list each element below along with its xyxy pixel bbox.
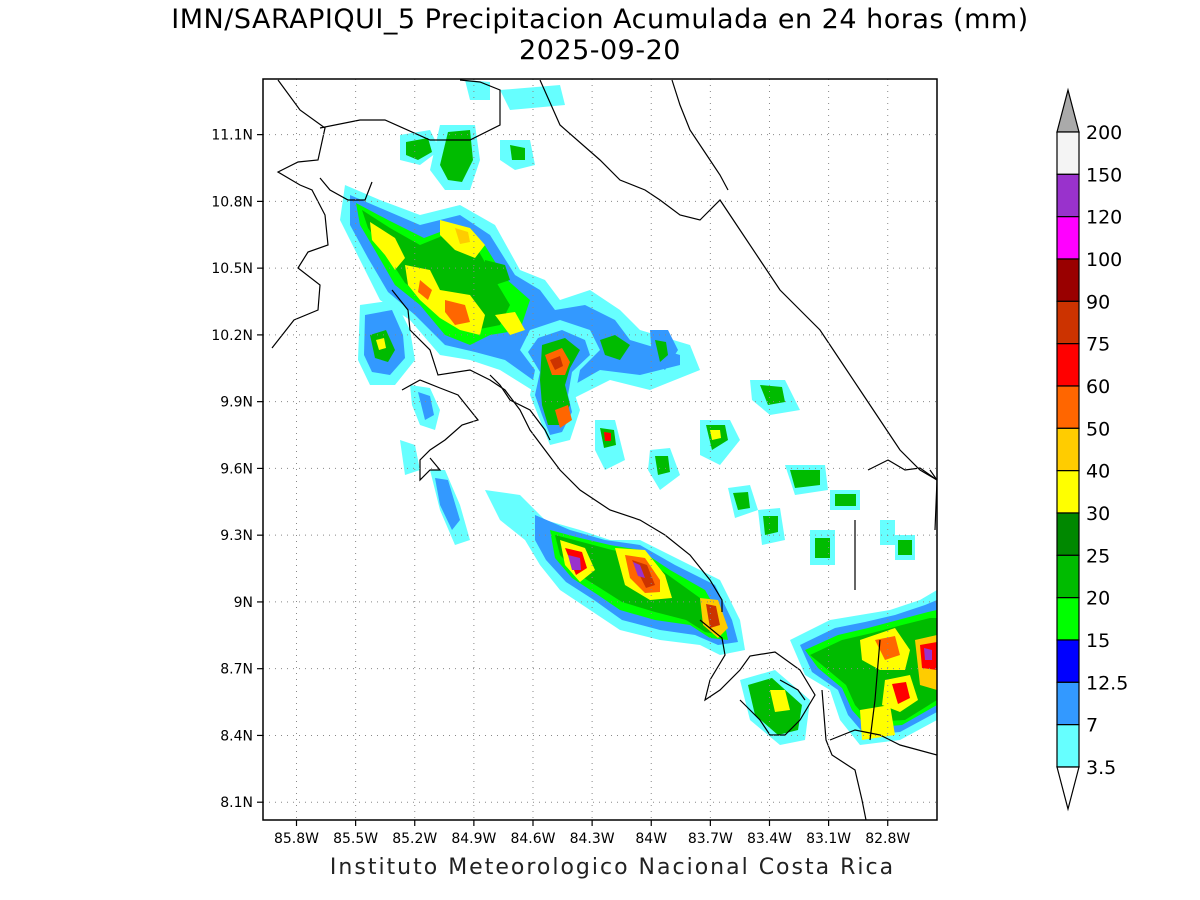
rain-cluster-southeast: [740, 590, 937, 745]
lat-tick-label: 9.6N: [220, 461, 253, 477]
lon-tick-label: 85.8W: [274, 831, 319, 847]
lat-tick-label: 10.5N: [211, 261, 253, 277]
colorbar-label: 50: [1086, 418, 1110, 440]
lon-tick-label: 84.9W: [451, 831, 496, 847]
colorbar-swatch: [1056, 554, 1080, 599]
lat-tick-label: 8.7N: [220, 662, 253, 678]
colorbar-label: 20: [1086, 588, 1110, 610]
colorbar-label: 100: [1086, 249, 1122, 271]
lat-tick-label: 9N: [234, 595, 253, 611]
lon-tick-label: 83.7W: [688, 831, 733, 847]
colorbar-label: 7: [1086, 715, 1098, 737]
coastlines: [271, 79, 937, 820]
colorbar-label: 75: [1086, 334, 1110, 356]
lat-tick-label: 10.2N: [211, 328, 253, 344]
map-frame: [262, 78, 938, 821]
colorbar-swatch: [1056, 639, 1080, 683]
colorbar-label: 120: [1086, 207, 1122, 229]
colorbar-min-triangle: [1056, 766, 1080, 812]
rain-cluster-east: [595, 380, 915, 565]
colorbar-label: 12.5: [1086, 672, 1128, 694]
color-legend: 200 150 120 100 90 75 60 50 40 30 25 20 15 12.5 7 3.5: [1056, 87, 1128, 812]
rain-cluster-south-pacific: [485, 490, 745, 655]
colorbar-label: 15: [1086, 630, 1110, 652]
map-axes: 11.1N 10.8N 10.5N 10.2N 9.9N 9.6N 9.3N 9N 8.7N 8.…: [211, 128, 910, 847]
lon-tick-label: 83.4W: [747, 831, 792, 847]
colorbar-label: 30: [1086, 503, 1110, 525]
map-date: 2025-09-20: [519, 35, 681, 66]
colorbar-label: 200: [1086, 122, 1122, 144]
colorbar-label: 40: [1086, 461, 1110, 483]
colorbar-swatch: [1056, 427, 1080, 472]
graticule: [263, 79, 937, 820]
lon-tick-label: 84.3W: [570, 831, 615, 847]
colorbar-swatch: [1056, 385, 1080, 429]
lat-tick-label: 8.1N: [220, 795, 253, 811]
lat-tick-label: 9.3N: [220, 528, 253, 544]
colorbar-swatch: [1056, 343, 1080, 387]
lon-tick-label: 82.8W: [865, 831, 910, 847]
colorbar-label: 60: [1086, 376, 1110, 398]
lon-tick-label: 84W: [635, 831, 667, 847]
colorbar-swatch: [1056, 597, 1080, 641]
precipitation-field: [271, 79, 937, 820]
rain-cluster-central: [520, 320, 678, 445]
colorbar-label: 25: [1086, 545, 1110, 567]
lat-tick-label: 9.9N: [220, 395, 253, 411]
colorbar-swatch: [1056, 300, 1080, 345]
colorbar-swatch: [1056, 681, 1080, 726]
lat-tick-label: 8.4N: [220, 728, 253, 744]
colorbar-label: 150: [1086, 164, 1122, 186]
colorbar-swatch: [1056, 724, 1080, 768]
map-title: IMN/SARAPIQUI_5 Precipitacion Acumulada …: [171, 4, 1029, 35]
lon-tick-label: 85.2W: [392, 831, 437, 847]
lat-tick-label: 11.1N: [211, 128, 253, 144]
lon-tick-label: 85.5W: [333, 831, 378, 847]
colorbar-swatch: [1056, 131, 1080, 175]
colorbar-label: 3.5: [1086, 757, 1116, 779]
colorbar-swatch: [1056, 470, 1080, 514]
lat-tick-label: 10.8N: [211, 194, 253, 210]
colorbar-label: 90: [1086, 291, 1110, 313]
lon-tick-label: 84.6W: [510, 831, 555, 847]
rain-cluster-guanacaste: [358, 80, 565, 545]
lon-tick-label: 83.1W: [806, 831, 851, 847]
colorbar-swatch: [1056, 258, 1080, 302]
colorbar-swatch: [1056, 216, 1080, 260]
colorbar-swatch: [1056, 173, 1080, 218]
credit-footer: Instituto Meteorologico Nacional Costa R…: [329, 855, 896, 880]
colorbar-max-triangle: [1056, 87, 1080, 133]
colorbar-swatch: [1056, 512, 1080, 556]
